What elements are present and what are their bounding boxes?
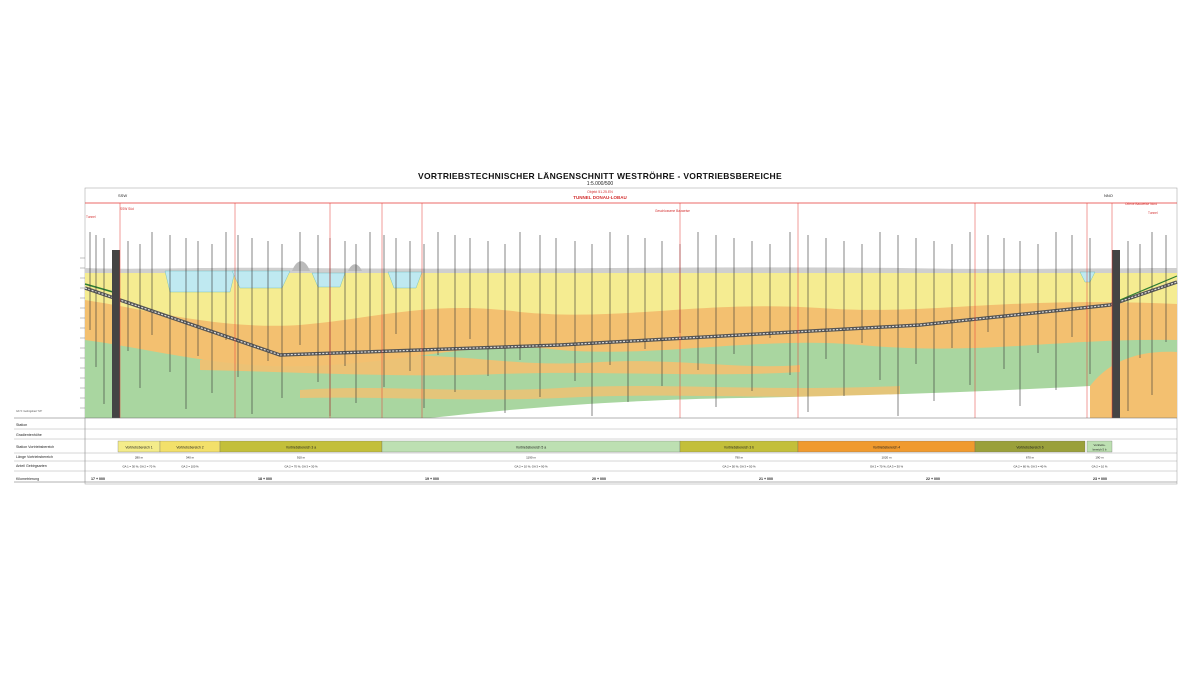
legend-note: GK 5: Gebirgsbart "Mi" [16, 409, 42, 413]
zone-length: 910 m [297, 456, 306, 460]
zone-label: Vortriebsbereich 6 [1016, 446, 1043, 450]
zone-share: GA 2 = 70 %; GA 3 = 30 % [870, 465, 904, 469]
zone-band [1086, 440, 1113, 453]
dam-1 [292, 261, 310, 271]
zone-length: 340 m [186, 456, 195, 460]
right-direction: NNO [1104, 193, 1113, 198]
zone-length: 790 m [735, 456, 744, 460]
km-label: 21 + 000 [759, 477, 773, 481]
zone-length: 670 m [1026, 456, 1035, 460]
left-shaft [112, 250, 120, 418]
row-label-km: Kilometrierung [16, 477, 39, 481]
zone-label: Vortriebsbereich 3 b [724, 446, 754, 450]
km-label: 19 + 000 [425, 477, 439, 481]
zone-share: GA 1 = 30 %; GA 2 = 70 % [122, 465, 156, 469]
km-label: 17 + 000 [91, 477, 105, 481]
drawing-title: VORTRIEBSTECHNISCHER LÄNGENSCHNITT WESTR… [418, 171, 782, 181]
band-table: Station Gradientenhöhe Station Vortriebs… [14, 409, 1177, 483]
zone-label-2: bereich 5 b [1093, 448, 1107, 452]
zone-length: 1020 m [881, 456, 892, 460]
zone-length: 280 m [135, 456, 144, 460]
kilometre-ticks: 17 + 000 18 + 000 19 + 000 20 + 000 21 + 000… [91, 477, 1107, 481]
geschlossene-label: Geschlossene Bauweise [655, 209, 690, 213]
row-label-zone-station: Station Vortriebsbereich [16, 445, 54, 449]
water-body-1 [164, 270, 236, 293]
water-body-2 [231, 270, 291, 289]
zone-share: GA 2 = 60 %; GA 3 = 40 % [1013, 465, 1047, 469]
left-direction: SSW [118, 193, 127, 198]
zone-share: GA 2 = 70 %; GA 3 = 30 % [284, 465, 318, 469]
zone-label: Vortriebs- [1094, 443, 1106, 447]
zone-length: 190 m [1095, 456, 1104, 460]
km-label: 22 + 000 [926, 477, 940, 481]
tunnel-name: TUNNEL DONAU-LOBAU [573, 195, 626, 200]
left-start-label: SSW Süd [120, 207, 134, 211]
row-label-length: Länge Vortriebsbereich [16, 455, 53, 459]
zone-share: GA 2 = 10 % [1092, 465, 1108, 469]
zone-share: GA 2 = 50 %; GA 3 = 50 % [722, 465, 756, 469]
right-portal-green [1119, 275, 1178, 301]
km-label: 23 + 000 [1093, 477, 1107, 481]
orange-lens-deep [300, 386, 900, 400]
row-label-gradient: Gradientenhöhe [16, 433, 42, 437]
left-tunnel-label: Tunnel [86, 215, 96, 219]
geology-layers [85, 267, 1177, 418]
zone-boundaries [119, 203, 1113, 418]
right-tunnel-label: Tunnel [1148, 211, 1158, 215]
zone-label: Vortriebsbereich 1 [125, 446, 152, 450]
zone-label: Vortriebsbereich 4 [873, 446, 900, 450]
zone-share: GA 2 = 10 %; GA 3 = 90 % [514, 465, 548, 469]
water-body-4 [387, 271, 423, 289]
zone-share: GA 2 = 100 % [181, 465, 199, 469]
water-bodies [164, 261, 1096, 293]
object-number: Objekt 51.25.EN [587, 190, 613, 194]
water-body-3 [311, 272, 346, 288]
zone-label: Vortriebsbereich 5 a [516, 446, 546, 450]
elevation-scale [80, 257, 85, 409]
zone-length: 1190 m [526, 456, 536, 460]
row-label-share: Anteil Gebirgsarten [16, 464, 47, 468]
zone-label: Vortriebsbereich 3 a [286, 446, 316, 450]
zone-bands: Vortriebsbereich 1 280 m GA 1 = 30 %; GA 2… [117, 440, 1113, 469]
bottom-white-area [430, 386, 1090, 418]
drawing-scale: 1:5.000/500 [586, 181, 614, 187]
km-label: 18 + 000 [258, 477, 272, 481]
zone-label: Vortriebsbereich 2 [176, 446, 203, 450]
row-label-station: Station [16, 423, 27, 427]
boreholes [89, 232, 1167, 416]
km-label: 20 + 000 [592, 477, 606, 481]
right-end-label: Offene Bauweise Nord [1125, 202, 1157, 206]
right-shaft [1112, 250, 1120, 418]
zone-band [974, 440, 1086, 453]
dam-2 [348, 264, 362, 271]
orange-lens [200, 355, 800, 376]
